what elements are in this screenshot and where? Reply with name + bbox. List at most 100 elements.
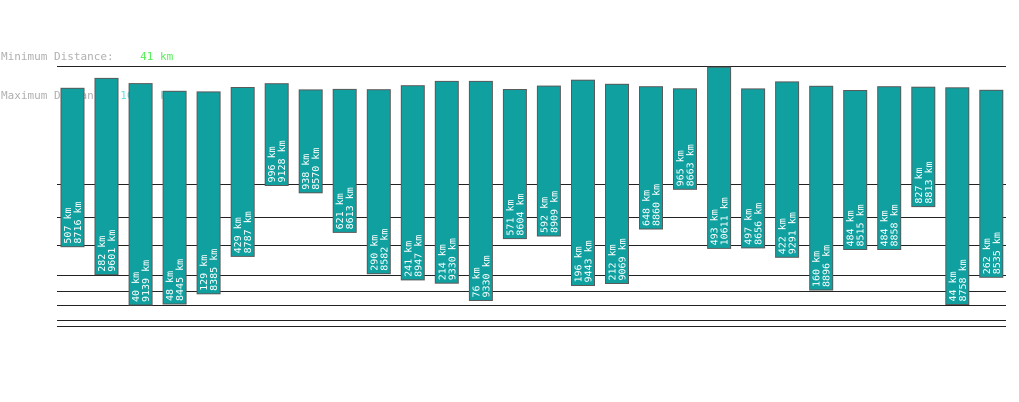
bar [502,89,527,240]
bar [94,77,119,276]
bar-max-label: 8947 km [413,235,424,277]
bar-min-label: 965 km [676,150,687,186]
bar [196,91,221,295]
bar-max-label: 8445 km [175,259,186,301]
bar-max-label: 9069 km [618,238,629,280]
bar-min-label: 507 km [63,207,74,243]
bar [60,87,85,248]
bar-max-label: 8613 km [345,187,356,229]
bar-group: 592 km 8909 km [536,85,561,237]
bar-min-label: 214 km [437,244,448,280]
bar-min-label: 827 km [914,167,925,203]
bar-min-label: 497 km [744,209,755,245]
bar-min-label: 429 km [233,217,244,253]
bar-group: 160 km 8896 km [809,85,834,291]
bar-min-label: 44 km [948,271,959,301]
bar [128,83,153,306]
bar-max-label: 8535 km [992,232,1003,274]
bar-group: 422 km 9291 km [775,81,800,258]
bar-min-label: 129 km [199,255,210,291]
bar-max-label: 8515 km [856,204,867,246]
bar-max-label: 8385 km [209,249,220,291]
bar-min-label: 241 km [403,241,414,277]
bar [366,89,391,275]
bar [775,81,800,258]
bar [536,85,561,237]
bar-min-label: 40 km [131,272,142,302]
bar-group: 290 km 8582 km [366,89,391,275]
bar-group: 996 km 9128 km [264,83,289,186]
bar-min-label: 196 km [574,246,585,282]
bar [707,66,732,249]
bar-max-label: 8716 km [73,201,84,243]
bar-min-label: 48 km [165,271,176,301]
bar-min-label: 621 km [335,193,346,229]
minimum-distance-label: Minimum Distance: [1,50,114,63]
bar-min-label: 484 km [880,210,891,246]
bar-max-label: 8858 km [890,204,901,246]
bar [298,89,323,194]
bar-max-label: 8570 km [311,148,322,190]
bar [434,80,459,284]
bar-max-label: 8758 km [958,259,969,301]
bar [809,85,834,291]
bar-group: 44 km 8758 km [945,87,970,305]
bar-group: 48 km 8445 km [162,90,187,305]
bar-max-label: 8663 km [686,144,697,186]
bar-max-label: 9291 km [788,212,799,254]
bar-min-label: 282 km [97,236,108,272]
bar [877,86,902,250]
bar-max-label: 9601 km [107,230,118,272]
bar [979,89,1004,278]
bar-min-label: 422 km [778,218,789,254]
bar-max-label: 9330 km [481,255,492,297]
bar [605,83,629,284]
bar [332,88,357,233]
bar-max-label: 9443 km [584,240,595,282]
bar-max-label: 9128 km [277,140,288,182]
bar [639,86,663,230]
bars: 507 km 8716 km 282 km 9601 km 40 km 9139 km 48… [60,66,1004,306]
bar-group: 571 km 8604 km [502,89,527,240]
bar-group: 241 km 8947 km [400,85,425,281]
bar-min-label: 493 km [710,209,721,245]
bar-group: 214 km 9330 km [434,80,459,284]
bar [673,88,697,190]
bar [843,90,868,250]
bar-max-label: 8909 km [549,191,560,233]
bar-group: 965 km 8663 km [673,88,697,190]
bar-group: 938 km 8570 km [298,89,323,194]
bar-group: 282 km 9601 km [94,77,119,276]
bar-max-label: 8656 km [754,203,765,245]
bar-group: 621 km 8613 km [332,88,357,233]
bar-min-label: 212 km [608,244,619,280]
bar-max-label: 8813 km [924,161,935,203]
bar [230,87,255,257]
bar-group: 196 km 9443 km [571,79,595,286]
bar-group: 40 km 9139 km [128,83,153,306]
bar-max-label: 8604 km [515,193,526,235]
bar-min-label: 160 km [812,251,823,287]
bar-group: 262 km 8535 km [979,89,1004,278]
bar-group: 129 km 8385 km [196,91,221,295]
bar-min-label: 648 km [642,190,653,226]
minimum-distance-row: Minimum Distance: 41 km [1,50,173,63]
bar-min-label: 592 km [539,197,550,233]
bar-min-label: 262 km [982,238,993,274]
bar-min-label: 938 km [301,154,312,190]
bar-max-label: 8896 km [822,245,833,287]
bar-min-label: 571 km [505,199,516,235]
bar-min-label: 290 km [369,235,380,271]
bar-max-label: 8860 km [652,184,663,226]
minimum-distance-value: 41 km [140,50,174,63]
bar-min-label: 996 km [267,146,278,182]
bar [264,83,289,186]
bar [400,85,425,281]
bar [945,87,970,305]
bar [741,88,766,249]
bar-group: 497 km 8656 km [741,88,766,249]
bar-min-label: 484 km [846,210,857,246]
bar-group: 827 km 8813 km [911,86,936,208]
bar-group: 76 km 9330 km [468,80,493,302]
